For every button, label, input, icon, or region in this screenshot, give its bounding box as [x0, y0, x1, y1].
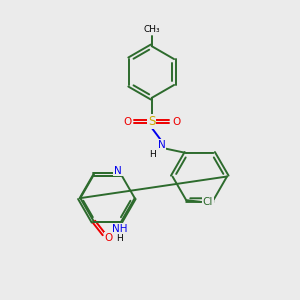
Text: N: N: [114, 166, 122, 176]
Text: H: H: [116, 234, 123, 243]
Text: O: O: [172, 117, 180, 127]
Text: O: O: [123, 117, 131, 127]
Text: Cl: Cl: [202, 197, 213, 207]
Text: S: S: [148, 115, 155, 128]
Text: O: O: [105, 232, 113, 243]
Text: H: H: [149, 150, 156, 159]
Text: N: N: [158, 140, 166, 150]
Text: NH: NH: [112, 224, 127, 234]
Text: CH₃: CH₃: [143, 25, 160, 34]
